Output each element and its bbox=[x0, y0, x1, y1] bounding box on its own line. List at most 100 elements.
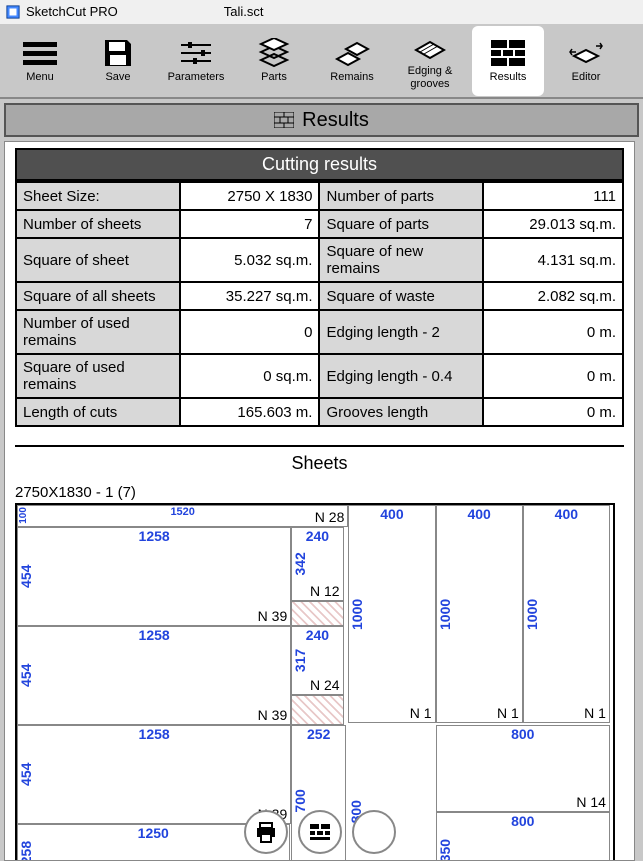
tool-save[interactable]: Save bbox=[82, 26, 154, 96]
cut-part: 240342N 12 bbox=[291, 527, 343, 602]
table-row: Square of used remains0 sq.m.Edging leng… bbox=[16, 354, 623, 398]
table-row: Square of sheet5.032 sq.m.Square of new … bbox=[16, 238, 623, 282]
titlebar: SketchCut PRO Tali.sct bbox=[0, 0, 643, 24]
toolbar: Menu Save Parameters Parts Remains Edging &gr… bbox=[0, 24, 643, 99]
parameters-icon bbox=[178, 37, 214, 69]
dim-height: 1000 bbox=[524, 506, 540, 722]
table-title: Cutting results bbox=[15, 148, 624, 181]
tool-remains[interactable]: Remains bbox=[316, 26, 388, 96]
stat-label: Length of cuts bbox=[16, 398, 180, 426]
stat-value: 165.603 m. bbox=[180, 398, 320, 426]
cut-part: 1258454N 39 bbox=[17, 527, 291, 626]
part-number: N 14 bbox=[576, 794, 606, 810]
stat-value: 0 m. bbox=[483, 354, 623, 398]
stat-label: Square of sheet bbox=[16, 238, 180, 282]
stat-value: 0 m. bbox=[483, 398, 623, 426]
dim-width: 1258 bbox=[18, 726, 290, 742]
editor-icon bbox=[568, 37, 604, 69]
stat-label: Square of waste bbox=[319, 282, 483, 310]
tool-label: Menu bbox=[26, 71, 54, 83]
stat-label: Grooves length bbox=[319, 398, 483, 426]
tool-editor[interactable]: Editor bbox=[550, 26, 622, 96]
dim-height: 1000 bbox=[349, 506, 365, 722]
stat-label: Square of parts bbox=[319, 210, 483, 238]
tool-parts[interactable]: Parts bbox=[238, 26, 310, 96]
table-row: Number of sheets7Square of parts29.013 s… bbox=[16, 210, 623, 238]
stats-table: Sheet Size:2750 X 1830Number of parts111… bbox=[15, 181, 624, 427]
layout-button[interactable] bbox=[298, 810, 342, 854]
layout-icon bbox=[308, 822, 332, 842]
results-icon bbox=[274, 112, 294, 128]
stat-value: 0 m. bbox=[483, 310, 623, 354]
dim-width: 800 bbox=[437, 813, 609, 829]
sheet-label: 2750X1830 - 1 (7) bbox=[15, 484, 624, 501]
dim-height: 350 bbox=[437, 813, 453, 860]
cut-part: 240317N 24 bbox=[291, 626, 343, 695]
stat-label: Square of all sheets bbox=[16, 282, 180, 310]
dim-width: 1520 bbox=[18, 506, 347, 518]
cut-part: 800350N 8 bbox=[436, 812, 610, 860]
stat-value: 2.082 sq.m. bbox=[483, 282, 623, 310]
stat-value: 29.013 sq.m. bbox=[483, 210, 623, 238]
dim-height: 342 bbox=[292, 528, 308, 601]
cut-part: 800 N 14 bbox=[436, 725, 610, 812]
part-number: N 1 bbox=[584, 705, 606, 721]
cut-part: 4001000N 1 bbox=[436, 505, 523, 723]
tool-label: Results bbox=[490, 71, 527, 83]
stat-label: Number of sheets bbox=[16, 210, 180, 238]
stat-value: 0 sq.m. bbox=[180, 354, 320, 398]
stat-label: Sheet Size: bbox=[16, 182, 180, 210]
stat-label: Edging length - 2 bbox=[319, 310, 483, 354]
tool-menu[interactable]: Menu bbox=[4, 26, 76, 96]
part-number: N 12 bbox=[310, 583, 340, 599]
part-number: N 39 bbox=[258, 608, 288, 624]
tool-edging[interactable]: Edging &grooves bbox=[394, 26, 466, 96]
stat-value: 2750 X 1830 bbox=[180, 182, 320, 210]
part-number: N 28 bbox=[315, 509, 345, 525]
dim-height: 454 bbox=[18, 528, 34, 625]
tool-label: Remains bbox=[330, 71, 373, 83]
part-number: N 39 bbox=[258, 707, 288, 723]
table-row: Sheet Size:2750 X 1830Number of parts111 bbox=[16, 182, 623, 210]
dim-width: 1258 bbox=[18, 627, 290, 643]
part-number: N 1 bbox=[410, 705, 432, 721]
cut-part: 1520100N 28 bbox=[17, 505, 348, 527]
float-toolbar bbox=[244, 810, 396, 854]
save-icon bbox=[100, 37, 136, 69]
part-number: N 1 bbox=[497, 705, 519, 721]
stat-value: 0 bbox=[180, 310, 320, 354]
print-icon bbox=[254, 820, 278, 844]
stat-label: Square of new remains bbox=[319, 238, 483, 282]
print-button[interactable] bbox=[244, 810, 288, 854]
dim-height: 454 bbox=[18, 627, 34, 724]
cut-part bbox=[291, 695, 343, 725]
app-icon bbox=[6, 5, 20, 19]
file-name: Tali.sct bbox=[224, 0, 264, 24]
stat-label: Number of parts bbox=[319, 182, 483, 210]
results-scroll[interactable]: Cutting results Sheet Size:2750 X 1830Nu… bbox=[5, 142, 634, 860]
dim-height: 258 bbox=[18, 825, 34, 860]
tool-label: Editor bbox=[572, 71, 601, 83]
remains-icon bbox=[334, 37, 370, 69]
parts-icon bbox=[256, 37, 292, 69]
edging-icon bbox=[412, 31, 448, 63]
tool-label: Parameters bbox=[168, 71, 225, 83]
dim-width: 800 bbox=[437, 726, 609, 742]
table-row: Number of used remains0Edging length - 2… bbox=[16, 310, 623, 354]
cut-part: 4001000N 1 bbox=[523, 505, 610, 723]
table-row: Square of all sheets35.227 sq.m.Square o… bbox=[16, 282, 623, 310]
dim-height: 1000 bbox=[437, 506, 453, 722]
results-icon bbox=[490, 37, 526, 69]
menu-icon bbox=[22, 37, 58, 69]
stat-value: 4.131 sq.m. bbox=[483, 238, 623, 282]
tool-parameters[interactable]: Parameters bbox=[160, 26, 232, 96]
stat-value: 35.227 sq.m. bbox=[180, 282, 320, 310]
cut-part bbox=[291, 601, 343, 625]
tool-label: Edging &grooves bbox=[408, 65, 453, 89]
blank-button[interactable] bbox=[352, 810, 396, 854]
tool-label: Parts bbox=[261, 71, 287, 83]
sheets-title: Sheets bbox=[15, 445, 624, 474]
tool-results[interactable]: Results bbox=[472, 26, 544, 96]
part-number: N 11 bbox=[314, 859, 343, 860]
cut-part: 1258454N 39 bbox=[17, 725, 291, 824]
